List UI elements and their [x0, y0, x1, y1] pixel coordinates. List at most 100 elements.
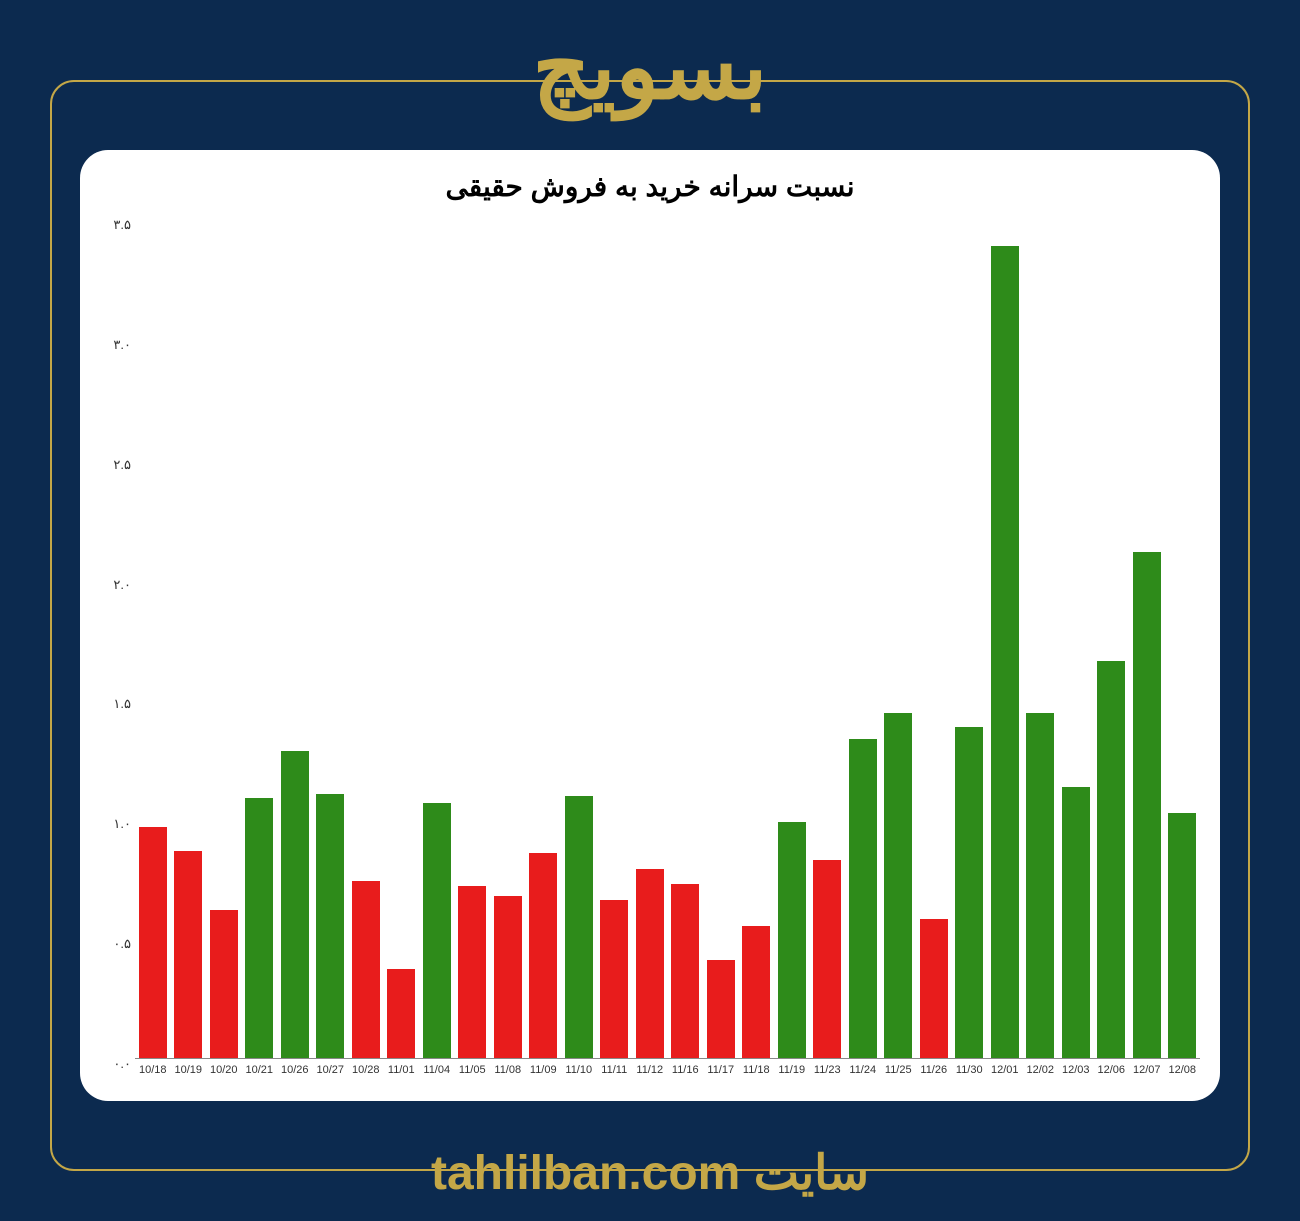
bar-slot: [1129, 218, 1165, 1059]
bar: [884, 713, 912, 1059]
x-tick: 12/01: [987, 1064, 1023, 1084]
bar-slot: [597, 218, 633, 1059]
bar: [494, 896, 522, 1059]
bar: [174, 851, 202, 1059]
x-tick: 12/08: [1165, 1064, 1201, 1084]
bar: [316, 794, 344, 1059]
bar-slot: [206, 218, 242, 1059]
bar: [529, 853, 557, 1059]
bar-slot: [135, 218, 171, 1059]
chart-card: نسبت سرانه خرید به فروش حقیقی ۰.۰۰.۵۱.۰۱…: [80, 150, 1220, 1101]
bar: [742, 926, 770, 1059]
bar: [458, 886, 486, 1059]
x-tick: 11/23: [810, 1064, 846, 1084]
x-tick: 11/30: [952, 1064, 988, 1084]
x-tick: 11/11: [597, 1064, 633, 1084]
y-axis: ۰.۰۰.۵۱.۰۱.۵۲.۰۲.۵۳.۰۳.۵: [95, 213, 133, 1064]
bar: [813, 860, 841, 1059]
bar-slot: [1165, 218, 1201, 1059]
bar-slot: [384, 218, 420, 1059]
bar-slot: [739, 218, 775, 1059]
x-tick: 12/03: [1058, 1064, 1094, 1084]
bar: [955, 727, 983, 1059]
chart-title: نسبت سرانه خرید به فروش حقیقی: [95, 170, 1205, 203]
bar-slot: [845, 218, 881, 1059]
x-tick: 11/17: [703, 1064, 739, 1084]
bar: [352, 881, 380, 1059]
bar: [778, 822, 806, 1059]
bar: [600, 900, 628, 1059]
bar-slot: [916, 218, 952, 1059]
plot-area: [135, 218, 1200, 1059]
bar-slot: [313, 218, 349, 1059]
x-tick: 10/26: [277, 1064, 313, 1084]
x-tick: 11/01: [384, 1064, 420, 1084]
x-tick: 11/24: [845, 1064, 881, 1084]
x-tick: 11/19: [774, 1064, 810, 1084]
y-tick: ۲.۰: [113, 577, 131, 593]
x-tick: 11/18: [739, 1064, 775, 1084]
x-tick: 11/04: [419, 1064, 455, 1084]
bar: [139, 827, 167, 1059]
x-tick: 11/25: [881, 1064, 917, 1084]
bar-slot: [668, 218, 704, 1059]
bar-slot: [526, 218, 562, 1059]
y-tick: ۱.۰: [113, 816, 131, 832]
y-tick: ۳.۰: [113, 337, 131, 353]
y-tick: ۳.۵: [113, 217, 131, 233]
y-tick: ۰.۵: [113, 936, 131, 952]
x-tick: 11/16: [668, 1064, 704, 1084]
bar-slot: [455, 218, 491, 1059]
bar-slot: [490, 218, 526, 1059]
bar: [849, 739, 877, 1059]
bar-slot: [1023, 218, 1059, 1059]
y-tick: ۲.۵: [113, 457, 131, 473]
page-title: بسویچ: [533, 15, 768, 120]
bar-slot: [1094, 218, 1130, 1059]
bar-slot: [348, 218, 384, 1059]
bars-container: [135, 218, 1200, 1059]
bar: [210, 910, 238, 1059]
bar: [1168, 813, 1196, 1059]
x-tick: 12/02: [1023, 1064, 1059, 1084]
bar-slot: [810, 218, 846, 1059]
bar-slot: [1058, 218, 1094, 1059]
bar-slot: [277, 218, 313, 1059]
bar-slot: [242, 218, 278, 1059]
y-tick: ۱.۵: [113, 696, 131, 712]
bar: [671, 884, 699, 1059]
bar: [707, 960, 735, 1059]
x-tick: 10/20: [206, 1064, 242, 1084]
bar-slot: [171, 218, 207, 1059]
bar: [991, 246, 1019, 1059]
x-tick: 11/12: [632, 1064, 668, 1084]
x-tick: 10/18: [135, 1064, 171, 1084]
x-tick: 11/26: [916, 1064, 952, 1084]
bar-slot: [419, 218, 455, 1059]
x-tick: 12/06: [1094, 1064, 1130, 1084]
bar: [1097, 661, 1125, 1059]
bar-slot: [881, 218, 917, 1059]
bar: [920, 919, 948, 1059]
x-tick: 12/07: [1129, 1064, 1165, 1084]
bar-slot: [774, 218, 810, 1059]
x-axis: 10/1810/1910/2010/2110/2610/2710/2811/01…: [135, 1064, 1200, 1084]
bar: [387, 969, 415, 1059]
bar-slot: [952, 218, 988, 1059]
bar-slot: [561, 218, 597, 1059]
chart-area: ۰.۰۰.۵۱.۰۱.۵۲.۰۲.۵۳.۰۳.۵ 10/1810/1910/20…: [95, 213, 1205, 1084]
bar: [1062, 787, 1090, 1059]
x-tick: 10/27: [313, 1064, 349, 1084]
bar: [1026, 713, 1054, 1059]
bar: [636, 869, 664, 1059]
bar: [281, 751, 309, 1059]
x-tick: 11/05: [455, 1064, 491, 1084]
bar-slot: [987, 218, 1023, 1059]
bar: [245, 798, 273, 1059]
bar-slot: [632, 218, 668, 1059]
x-tick: 10/28: [348, 1064, 384, 1084]
bar-slot: [703, 218, 739, 1059]
x-tick: 11/10: [561, 1064, 597, 1084]
x-tick: 11/09: [526, 1064, 562, 1084]
x-tick: 11/08: [490, 1064, 526, 1084]
